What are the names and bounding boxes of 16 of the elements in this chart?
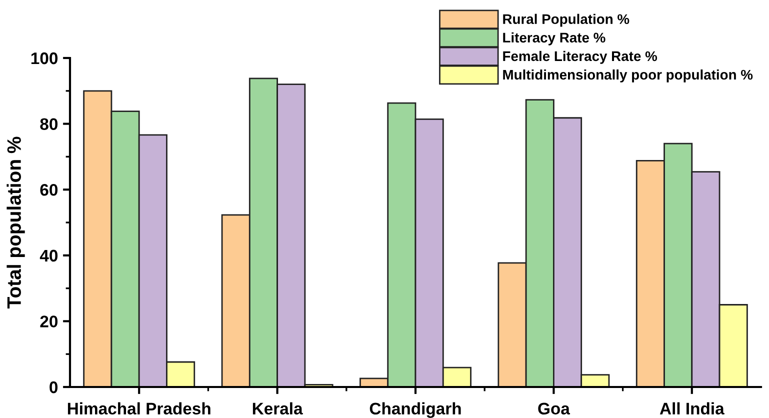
y-tick-label: 80 xyxy=(40,118,58,130)
legend-label: Rural Population % xyxy=(503,14,630,27)
legend-label: Multidimensionally poor population % xyxy=(503,69,753,82)
y-tick-label: 100 xyxy=(31,52,58,64)
y-tick-label: 40 xyxy=(40,250,58,262)
y-tick-label: 60 xyxy=(40,184,58,196)
legend-label: Literacy Rate % xyxy=(503,32,606,46)
y-tick-label: 20 xyxy=(40,316,58,328)
x-tick-label: All India xyxy=(660,402,724,415)
y-axis-title: Total population % xyxy=(6,136,25,309)
x-tick-label: Himachal Pradesh xyxy=(68,402,210,415)
legend-label: Female Literacy Rate % xyxy=(503,50,658,64)
x-tick-label: Chandigarh xyxy=(370,402,461,418)
x-tick-label: Goa xyxy=(538,402,570,415)
y-tick-label: 0 xyxy=(50,381,58,394)
x-tick-label: Kerala xyxy=(252,402,303,415)
